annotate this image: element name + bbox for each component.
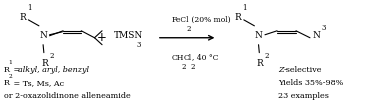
Text: 2: 2: [186, 25, 191, 33]
Text: N: N: [255, 31, 263, 40]
Text: 1: 1: [242, 4, 247, 12]
Text: +: +: [96, 31, 106, 44]
Text: alkyl, aryl, benzyl: alkyl, aryl, benzyl: [18, 66, 89, 74]
Text: or 2-oxazolidinone alleneamide: or 2-oxazolidinone alleneamide: [4, 92, 130, 100]
Text: =: =: [11, 66, 23, 74]
Text: R: R: [257, 59, 263, 68]
Text: (20% mol): (20% mol): [189, 16, 230, 24]
Text: Cl: Cl: [183, 54, 191, 62]
Text: R: R: [19, 13, 26, 22]
Text: 2: 2: [9, 74, 12, 79]
Text: 2: 2: [50, 52, 54, 60]
Text: TMSN: TMSN: [114, 31, 143, 40]
Text: 2: 2: [190, 63, 195, 71]
Text: -selective: -selective: [284, 66, 322, 74]
Text: 3: 3: [321, 24, 326, 32]
Text: 3: 3: [136, 41, 141, 49]
Text: N: N: [40, 31, 47, 40]
Text: 1: 1: [27, 4, 31, 12]
Text: 23 examples: 23 examples: [278, 92, 329, 100]
Text: FeCl: FeCl: [172, 16, 189, 24]
Text: R: R: [4, 66, 10, 74]
Text: Z: Z: [278, 66, 284, 74]
Text: 2: 2: [265, 52, 270, 60]
Text: N: N: [313, 31, 321, 40]
Text: R: R: [4, 79, 10, 87]
Text: 2: 2: [181, 63, 186, 71]
Text: CH: CH: [172, 54, 184, 62]
Text: Yields 35%-98%: Yields 35%-98%: [278, 79, 343, 87]
Text: R: R: [41, 59, 48, 68]
Text: , 40 °C: , 40 °C: [192, 54, 219, 62]
Text: = Ts, Ms, Ac: = Ts, Ms, Ac: [11, 79, 65, 87]
Text: R: R: [234, 13, 241, 22]
Text: 1: 1: [9, 60, 12, 65]
